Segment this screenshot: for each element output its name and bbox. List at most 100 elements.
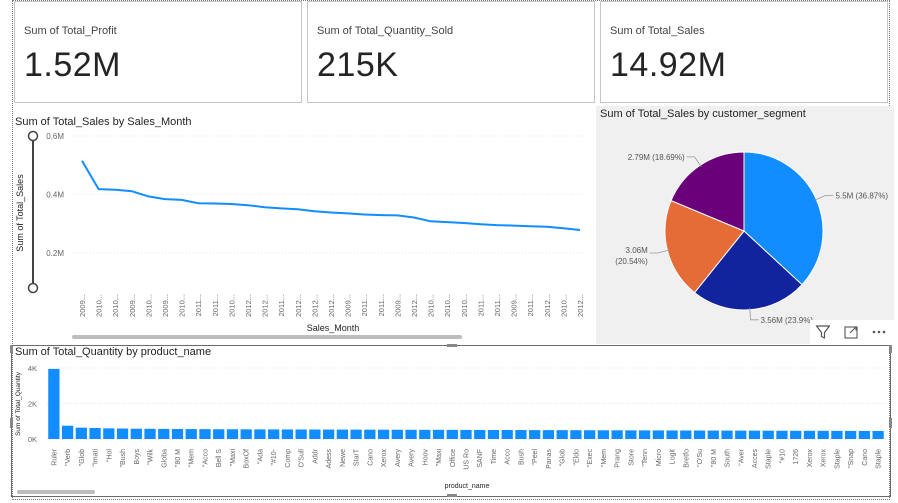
card-total-quantity-sold[interactable]: Sum of Total_Quantity_Sold 215K xyxy=(307,1,595,103)
card-total-profit[interactable]: Sum of Total_Profit 1.52M xyxy=(14,1,302,103)
quantity-bar xyxy=(693,430,706,439)
resize-handle-top-left[interactable] xyxy=(10,345,13,353)
x-tick-label: 2009... xyxy=(78,294,87,317)
line-chart[interactable]: 0.2M 0.4M 0.6M Sum of Total_Sales 2009... 201… xyxy=(0,128,595,360)
quantity-bar xyxy=(405,429,417,439)
pie-data-label: 3.56M (23.9%) xyxy=(761,316,814,325)
x-tick-label: Logit xyxy=(670,449,677,464)
focus-mode-icon[interactable] xyxy=(840,322,862,342)
card-total-sales[interactable]: Sum of Total_Sales 14.92M xyxy=(600,1,888,103)
x-tick-label: "Maxi xyxy=(230,449,237,467)
resize-handle-bottom[interactable] xyxy=(447,494,457,497)
x-tick-label: Globa xyxy=(161,449,168,468)
pie-chart[interactable]: 5.5M (36.87%) 3.56M (23.9%) 3.06M (20.54%) 2… xyxy=(596,124,894,338)
more-options-icon[interactable] xyxy=(868,322,890,342)
x-tick-label: Addr xyxy=(312,448,319,463)
x-tick-label: 2012... xyxy=(244,294,253,317)
x-tick-label: 2011... xyxy=(277,294,286,316)
x-tick-label: 2010... xyxy=(227,294,236,317)
x-tick-label: "Verb xyxy=(65,449,72,466)
quantity-bar xyxy=(460,429,472,439)
x-tick-label: "Ada xyxy=(257,449,264,464)
card-value: 14.92M xyxy=(610,46,727,84)
x-tick-label: 2010... xyxy=(95,294,104,317)
x-tick-label: Prang xyxy=(615,449,622,468)
x-tick-label: "Wilk xyxy=(148,449,155,465)
line-chart-title: Sum of Total_Sales by Sales_Month xyxy=(15,116,192,128)
x-tick-label: "Hol xyxy=(106,449,113,462)
x-tick-label: "Glob xyxy=(79,449,86,466)
x-tick-label: Xerox xyxy=(381,449,388,468)
quantity-bar xyxy=(185,429,197,439)
quantity-bar xyxy=(542,430,555,440)
x-tick-label: 2010... xyxy=(460,294,469,317)
x-tick-label: 2010... xyxy=(443,294,452,317)
x-tick-label: 2011... xyxy=(526,294,535,316)
x-tick-label: Adess xyxy=(326,449,333,469)
x-tick-label: 2010... xyxy=(559,294,568,317)
resize-handle-top-right[interactable] xyxy=(889,345,892,353)
resize-handle-top[interactable] xyxy=(447,344,457,347)
x-tick-label: 2012... xyxy=(410,294,419,317)
x-tick-label: 2012... xyxy=(294,294,303,317)
x-tick-label: "Bush xyxy=(120,449,127,468)
card-value: 1.52M xyxy=(24,46,121,84)
card-value: 215K xyxy=(317,46,399,84)
x-tick-label: Cano xyxy=(367,449,374,466)
x-tick-label: Staple xyxy=(834,449,841,469)
x-tick-label: 2010... xyxy=(144,294,153,317)
quantity-bar xyxy=(419,429,431,439)
pie-leader-line xyxy=(749,307,759,321)
quantity-bar xyxy=(597,430,609,439)
x-tick-label: SANF xyxy=(477,449,484,468)
filter-icon[interactable] xyxy=(812,322,834,342)
y-axis-label: Sum of Total_Quantity xyxy=(15,371,22,436)
x-tick-label: 2011... xyxy=(377,294,386,316)
pie-data-label: 3.06M xyxy=(626,246,649,255)
quantity-bar xyxy=(790,430,802,439)
quantity-bar xyxy=(48,368,60,439)
x-tick-label: "Acco xyxy=(203,449,210,467)
x-axis-label: product_name xyxy=(445,483,490,490)
x-tick-label: BoxOf xyxy=(244,449,251,469)
x-tick-label: Comp xyxy=(285,449,292,468)
x-tick-label: "#10- xyxy=(271,448,278,465)
quantity-bar xyxy=(817,430,829,439)
x-tick-label: "Exec xyxy=(587,449,594,468)
y-tick-label: 0.6M xyxy=(46,132,64,141)
x-tick-label: 2009... xyxy=(510,294,519,317)
quantity-bar xyxy=(322,429,335,439)
x-tick-label: "Imati xyxy=(93,449,100,467)
quantity-bar xyxy=(240,429,252,439)
quantity-bar xyxy=(254,429,266,439)
x-tick-label: Newe xyxy=(340,449,347,467)
card-label: Sum of Total_Quantity_Sold xyxy=(317,25,454,37)
quantity-bar xyxy=(446,429,458,439)
quantity-bar xyxy=(474,429,486,439)
x-tick-label: US Ro xyxy=(464,449,471,470)
quantity-bar xyxy=(803,430,816,439)
pie-leader-line xyxy=(686,156,702,168)
quantity-bar xyxy=(268,429,280,439)
x-tick-label: 2012... xyxy=(310,294,319,317)
quantity-bar xyxy=(116,428,129,439)
quantity-bar xyxy=(89,428,101,439)
x-tick-label: Store xyxy=(628,449,635,466)
quantity-bar xyxy=(570,430,582,439)
pie-chart-title: Sum of Total_Sales by customer_segment xyxy=(600,108,806,120)
quantity-bar xyxy=(391,429,403,439)
resize-handle-left[interactable] xyxy=(10,418,13,428)
x-tick-label: Cano xyxy=(862,449,869,466)
x-tick-label: 2009... xyxy=(161,294,170,317)
x-tick-label: Micro xyxy=(656,449,663,466)
x-tick-label: Boys xyxy=(134,449,141,465)
quantity-bar xyxy=(584,430,596,439)
y-tick-label: 0.2M xyxy=(46,249,64,258)
resize-handle-right[interactable] xyxy=(889,418,892,428)
quantity-bar xyxy=(831,430,843,439)
bar-chart-title: Sum of Total_Quantity by product_name xyxy=(15,346,212,358)
x-tick-label: "Peel xyxy=(532,449,539,466)
quantity-bar xyxy=(199,429,211,439)
bar-chart[interactable]: 0K 2K 4K Sum of Total_Quantity Ruler "Verb "Gl… xyxy=(11,357,891,497)
